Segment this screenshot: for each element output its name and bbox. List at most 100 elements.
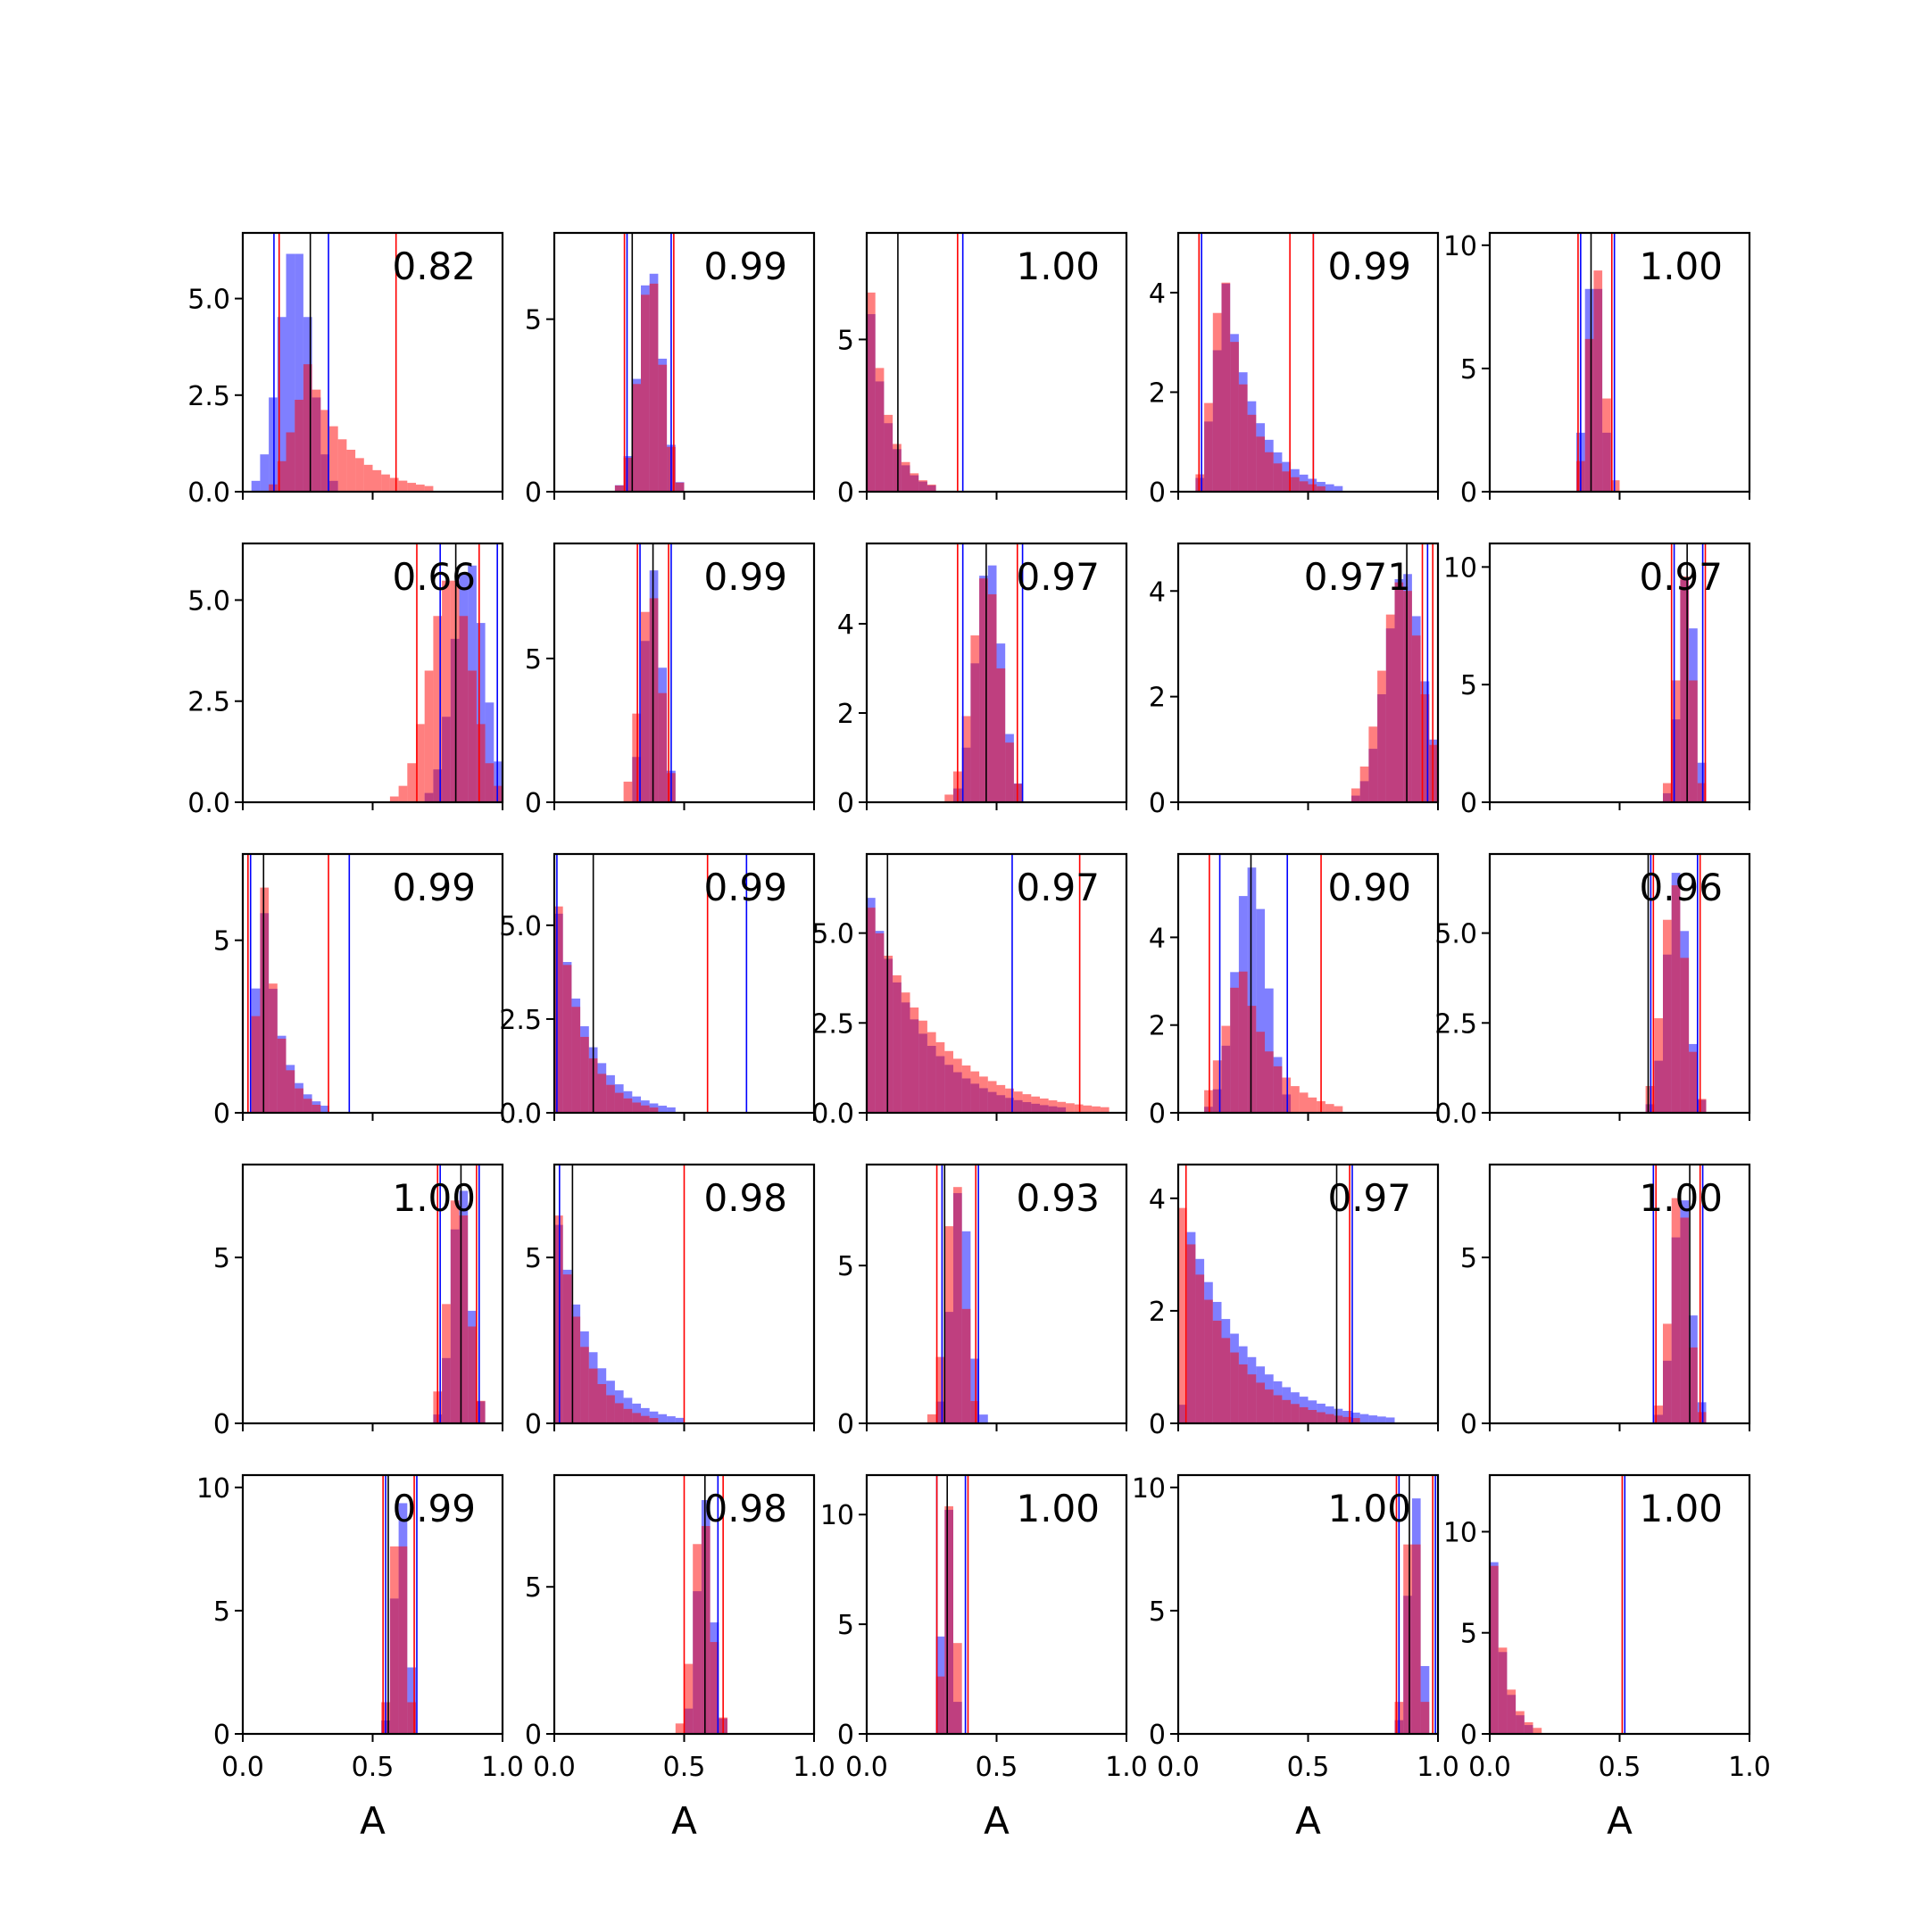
- blue-hist-bar: [1359, 1414, 1369, 1423]
- red-hist-bar: [1291, 1086, 1300, 1113]
- panel-4-5: 051.00: [1460, 1163, 1751, 1440]
- blue-hist-bar: [675, 1417, 685, 1423]
- x-tick-label: 0.0: [1468, 1752, 1511, 1783]
- red-hist-bar: [1533, 1728, 1542, 1734]
- red-hist-bar: [1680, 958, 1690, 1113]
- y-tick-label: 0: [213, 1409, 230, 1440]
- y-tick-label: 0.0: [811, 1099, 854, 1130]
- red-hist-bar: [1507, 1689, 1517, 1734]
- y-tick-label: 0.0: [187, 788, 230, 819]
- red-hist-bar: [1031, 1096, 1040, 1113]
- red-hist-bar: [1204, 402, 1213, 492]
- red-hist-bar: [320, 410, 329, 492]
- red-hist-bar: [1420, 694, 1430, 802]
- red-hist-bar: [1022, 1094, 1032, 1113]
- red-hist-bar: [623, 1098, 633, 1113]
- red-hist-bar: [363, 464, 373, 492]
- panel-value-label: 0.96: [1639, 866, 1723, 909]
- red-hist-bar: [1273, 463, 1283, 492]
- red-hist-bar: [1411, 635, 1421, 802]
- red-hist-bar: [1221, 282, 1231, 492]
- panel-value-label: 0.99: [392, 1487, 476, 1530]
- y-tick-label: 5.0: [1434, 919, 1477, 950]
- red-hist-bar: [1256, 436, 1265, 492]
- red-hist-bar: [1308, 484, 1317, 492]
- red-hist-bar: [269, 983, 278, 1113]
- red-hist-bar: [1689, 680, 1698, 802]
- red-hist-bar: [407, 483, 416, 492]
- red-hist-bar: [953, 1187, 962, 1423]
- red-hist-bar: [450, 1200, 460, 1423]
- red-hist-bar: [1602, 398, 1611, 492]
- red-hist-bar: [675, 1723, 685, 1734]
- blue-hist-bar: [1265, 988, 1274, 1113]
- y-tick-label: 0: [1149, 1720, 1166, 1751]
- blue-hist-bar: [407, 1667, 416, 1734]
- blue-hist-bar: [485, 702, 494, 802]
- red-hist-bar: [1325, 1104, 1334, 1113]
- y-tick-label: 0.0: [187, 477, 230, 509]
- panel-2-5: 0 5 10 0.97: [1443, 542, 1751, 819]
- y-tick-label: 10: [820, 1500, 854, 1531]
- panel-2-3: 0 2 4 0.97: [837, 542, 1128, 819]
- red-hist-bar: [935, 1041, 945, 1113]
- y-tick-label: 2: [1149, 377, 1166, 409]
- red-hist-bar: [433, 616, 443, 802]
- y-tick-label: 0: [1149, 1409, 1166, 1440]
- red-hist-bar: [893, 444, 902, 492]
- red-hist-bar: [1680, 576, 1690, 802]
- red-hist-bar: [1689, 1051, 1698, 1113]
- red-hist-bar: [1040, 1099, 1049, 1113]
- red-hist-bar: [970, 1400, 980, 1423]
- red-hist-bar: [614, 1403, 624, 1423]
- red-hist-bar: [658, 692, 668, 802]
- red-hist-bar: [416, 724, 425, 802]
- red-hist-bar: [597, 1384, 607, 1423]
- red-hist-bar: [1212, 1320, 1222, 1423]
- red-hist-bar: [1273, 1395, 1283, 1423]
- red-hist-bar: [295, 399, 303, 492]
- y-tick-label: 0: [1149, 788, 1166, 819]
- red-hist-bar: [1282, 1399, 1292, 1423]
- x-axis-label: A: [984, 1799, 1010, 1843]
- panel-3-2: 0.0 2.5 5.0 0.99: [499, 852, 816, 1130]
- red-hist-bar: [1057, 1101, 1067, 1113]
- red-hist-bar: [935, 1356, 945, 1423]
- y-tick-label: 5: [1460, 1619, 1477, 1650]
- red-hist-bar: [1420, 1702, 1430, 1734]
- x-axis-label: A: [671, 1799, 697, 1843]
- blue-hist-bar: [1368, 1415, 1378, 1423]
- panel-value-label: 1.00: [1639, 1487, 1723, 1530]
- blue-hist-bar: [1377, 1416, 1386, 1423]
- red-hist-bar: [606, 1395, 615, 1423]
- red-hist-bar: [389, 796, 399, 802]
- red-hist-bar: [571, 1007, 581, 1113]
- red-hist-bar: [1498, 1647, 1508, 1734]
- red-hist-bar: [884, 955, 893, 1113]
- red-hist-bar: [1299, 1406, 1309, 1423]
- blue-hist-bar: [260, 454, 270, 492]
- red-hist-bar: [476, 724, 486, 802]
- red-hist-bar: [1317, 486, 1326, 492]
- red-hist-bar: [424, 670, 434, 802]
- blue-hist-bar: [286, 253, 295, 492]
- red-hist-bar: [614, 485, 624, 492]
- red-hist-bar: [485, 763, 494, 802]
- red-hist-bar: [649, 1107, 659, 1113]
- panel-3-3: 0.0 2.5 5.0 0.97: [811, 852, 1128, 1130]
- red-hist-bar: [372, 469, 382, 492]
- red-hist-bar: [1584, 338, 1594, 492]
- red-hist-bar: [1238, 384, 1248, 492]
- panel-5-5: 0 5 10 0.0 0.5 1.0 1.00 A: [1443, 1473, 1771, 1843]
- blue-hist-bar: [1697, 762, 1707, 802]
- red-hist-bar: [1394, 582, 1404, 802]
- y-tick-label: 0: [525, 477, 542, 509]
- red-hist-bar: [389, 1546, 399, 1734]
- red-hist-bar: [1377, 670, 1386, 802]
- red-hist-bar: [1013, 784, 1023, 802]
- red-hist-bar: [1429, 744, 1438, 802]
- y-tick-label: 0: [525, 1409, 542, 1440]
- x-tick-label: 0.0: [221, 1752, 264, 1783]
- y-tick-label: 2.5: [187, 687, 230, 718]
- red-hist-bar: [614, 1092, 624, 1113]
